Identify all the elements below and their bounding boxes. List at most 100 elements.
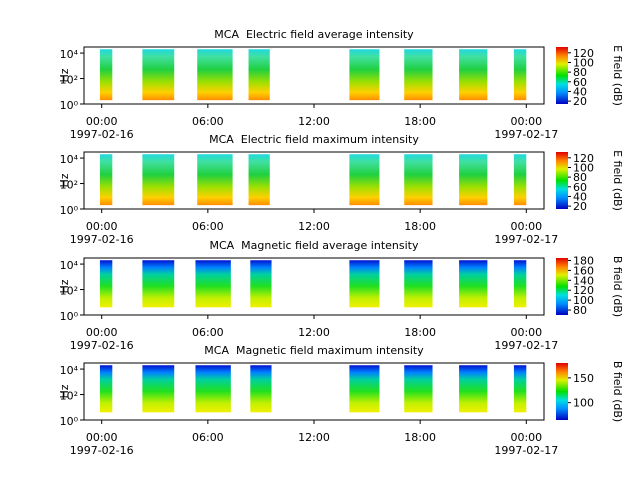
y-tick-label: 10⁰: [60, 204, 79, 217]
data-block: [459, 260, 488, 308]
panel-title: MCA Electric field maximum intensity: [209, 133, 419, 146]
data-block: [349, 365, 380, 413]
data-block: [142, 365, 175, 413]
x-tick-label: 00:00: [510, 326, 542, 339]
x-tick-label: 00:00: [86, 220, 118, 233]
x-tick-label: 12:00: [298, 431, 330, 444]
panel-title: MCA Magnetic field maximum intensity: [204, 344, 424, 357]
colorbar-tick-label: 120: [573, 284, 594, 297]
data-block: [513, 260, 527, 308]
x-tick-label: 12:00: [298, 326, 330, 339]
colorbar-tick-label: 100: [573, 397, 594, 410]
y-tick-label: 10²: [60, 390, 78, 403]
x-tick-label: 12:00: [298, 220, 330, 233]
x-date-label: 1997-02-17: [494, 233, 558, 246]
data-block: [404, 49, 433, 101]
y-tick-label: 10²: [60, 74, 78, 87]
colorbar-tick-label: 40: [573, 190, 587, 203]
y-tick-label: 10⁴: [60, 364, 79, 377]
data-block: [404, 260, 433, 308]
y-axis-label: Hz: [58, 384, 71, 398]
x-date-label: 1997-02-16: [70, 233, 134, 246]
data-block: [99, 260, 113, 308]
data-block: [459, 49, 488, 101]
data-block: [459, 154, 488, 206]
x-tick-label: 18:00: [404, 115, 436, 128]
data-block: [197, 49, 233, 101]
y-tick-label: 10⁴: [60, 153, 79, 166]
colorbar: [556, 47, 568, 104]
x-date-label: 1997-02-16: [70, 128, 134, 141]
data-block: [459, 365, 488, 413]
colorbar-tick-label: 160: [573, 264, 594, 277]
data-block: [142, 49, 175, 101]
data-block: [99, 49, 113, 101]
data-block: [99, 365, 113, 413]
y-axis-label: Hz: [58, 279, 71, 293]
data-block: [250, 260, 272, 308]
y-tick-label: 10²: [60, 285, 78, 298]
data-block: [99, 154, 113, 206]
colorbar-tick-label: 120: [573, 47, 594, 60]
x-tick-label: 06:00: [192, 115, 224, 128]
colorbar-tick-label: 60: [573, 76, 587, 89]
x-tick-label: 00:00: [86, 115, 118, 128]
x-date-label: 1997-02-17: [494, 339, 558, 352]
y-axis-label: Hz: [58, 68, 71, 82]
data-block: [195, 260, 231, 308]
colorbar: [556, 258, 568, 315]
colorbar-tick-label: 80: [573, 66, 587, 79]
data-block: [404, 365, 433, 413]
x-date-label: 1997-02-17: [494, 128, 558, 141]
data-block: [197, 154, 233, 206]
colorbar-tick-label: 100: [573, 56, 594, 69]
y-tick-label: 10⁴: [60, 48, 79, 61]
data-block: [195, 365, 231, 413]
colorbar-tick-label: 20: [573, 200, 587, 213]
colorbar-label: E field (dB): [611, 45, 624, 106]
colorbar-tick-label: 100: [573, 294, 594, 307]
x-tick-label: 12:00: [298, 115, 330, 128]
x-date-label: 1997-02-17: [494, 444, 558, 457]
x-date-label: 1997-02-16: [70, 444, 134, 457]
y-tick-label: 10⁰: [60, 415, 79, 428]
y-axis-label: Hz: [58, 173, 71, 187]
colorbar-tick-label: 140: [573, 274, 594, 287]
x-tick-label: 18:00: [404, 220, 436, 233]
data-block: [349, 49, 380, 101]
data-block: [142, 260, 175, 308]
colorbar-tick-label: 150: [573, 372, 594, 385]
colorbar: [556, 152, 568, 209]
data-block: [349, 154, 380, 206]
y-tick-label: 10⁴: [60, 259, 79, 272]
colorbar-tick-label: 180: [573, 254, 594, 267]
x-tick-label: 00:00: [86, 431, 118, 444]
colorbar-tick-label: 120: [573, 152, 594, 165]
colorbar-tick-label: 80: [573, 171, 587, 184]
colorbar: [556, 363, 568, 420]
colorbar-label: B field (dB): [611, 256, 624, 317]
data-block: [142, 154, 175, 206]
x-tick-label: 18:00: [404, 326, 436, 339]
panel-title: MCA Electric field average intensity: [214, 28, 414, 41]
data-block: [513, 365, 527, 413]
x-tick-label: 06:00: [192, 326, 224, 339]
data-block: [349, 260, 380, 308]
colorbar-tick-label: 80: [573, 304, 587, 317]
y-tick-label: 10⁰: [60, 310, 79, 323]
data-block: [248, 154, 270, 206]
y-tick-label: 10⁰: [60, 99, 79, 112]
x-tick-label: 18:00: [404, 431, 436, 444]
colorbar-tick-label: 20: [573, 95, 587, 108]
x-tick-label: 00:00: [510, 220, 542, 233]
data-block: [513, 154, 527, 206]
x-tick-label: 00:00: [510, 431, 542, 444]
data-block: [248, 49, 270, 101]
x-tick-label: 06:00: [192, 220, 224, 233]
data-block: [404, 154, 433, 206]
x-tick-label: 06:00: [192, 431, 224, 444]
data-block: [250, 365, 272, 413]
data-block: [513, 49, 527, 101]
colorbar-tick-label: 100: [573, 161, 594, 174]
